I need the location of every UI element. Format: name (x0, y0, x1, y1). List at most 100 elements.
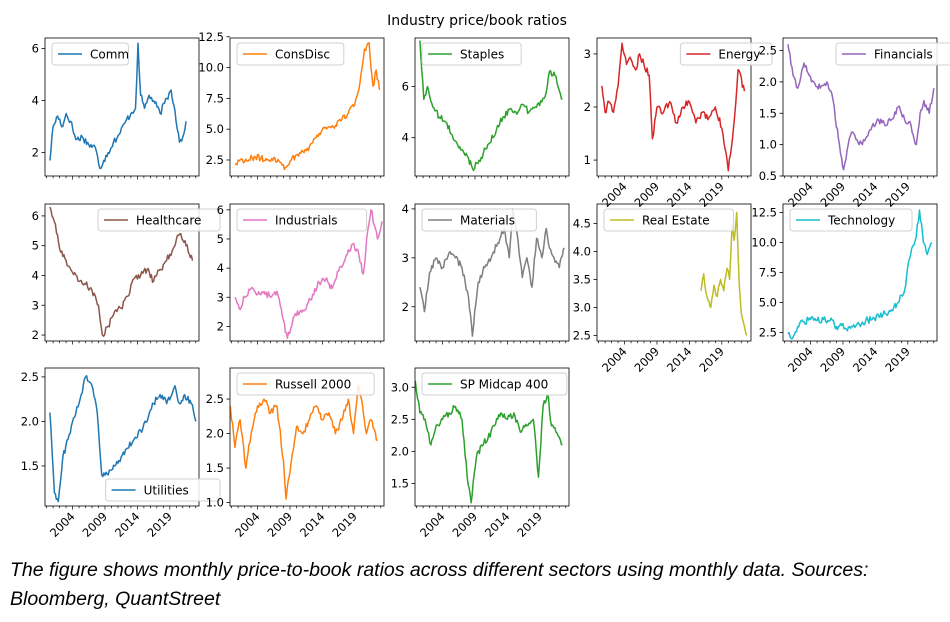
legend-label: Materials (460, 214, 515, 228)
axes-frame (44, 37, 200, 177)
y-tick-label: 3.0 (391, 380, 409, 394)
x-tick-label: 2019 (696, 179, 727, 210)
y-tick-label: 6 (217, 203, 224, 217)
y-tick-label: 2.0 (391, 444, 409, 458)
y-tick-label: 3 (32, 298, 39, 312)
y-tick-label: 4.5 (573, 217, 591, 231)
x-tick-label: 2014 (482, 509, 513, 540)
y-tick-label: 1.5 (21, 459, 39, 473)
y-tick-label: 5 (217, 232, 224, 246)
y-tick-label: 10.0 (198, 61, 224, 75)
legend-box (789, 208, 913, 232)
panel-russell-2000: 1.0 1.5 2.0 2.5 2004 2009 2014 2019 Russell 2000 (206, 367, 385, 540)
y-tick-label: 2.5 (206, 153, 224, 167)
legend-utilities: Utilities (105, 478, 221, 502)
panel-utilities: 1.5 2.0 2.5 2004 2009 2014 2019 Utilities (21, 367, 221, 540)
y-tick-label: 3 (584, 47, 591, 61)
y-tick-label: 3.0 (573, 300, 591, 314)
series-line-real-estate (700, 211, 748, 336)
legend-box (236, 42, 345, 66)
figure-caption: The figure shows monthly price-to-book r… (10, 559, 869, 610)
y-tick-label: 2.5 (573, 328, 591, 342)
y-tick-label: 7.5 (206, 91, 224, 105)
y-tick-label: 4 (217, 261, 224, 275)
legend-box (236, 208, 368, 232)
x-tick-label: 2009 (631, 344, 662, 375)
legend-label: Industrials (275, 214, 338, 228)
y-tick-label: 2 (217, 319, 224, 333)
series-line-energy (601, 42, 746, 172)
y-tick-label: 12.5 (751, 205, 777, 219)
chart-title: Industry price/book ratios (387, 13, 567, 29)
y-tick-label: 1.5 (391, 477, 409, 491)
axes-frame (229, 203, 385, 342)
y-tick-label: 2 (584, 100, 591, 114)
legend-box (679, 42, 773, 66)
y-tick-label: 4 (32, 93, 39, 107)
legend-label: Comm (90, 48, 129, 62)
series-line-industrials (234, 209, 383, 339)
x-tick-label: 2004 (232, 509, 263, 540)
legend-russell-2000: Russell 2000 (236, 372, 375, 396)
x-tick-label: 2014 (112, 509, 143, 540)
legend-box (105, 478, 221, 502)
axes-frame (782, 37, 938, 177)
x-tick-label: 2014 (850, 344, 881, 375)
series-line-utilities (49, 375, 197, 503)
legend-real-estate: Real Estate (603, 208, 735, 232)
axes-frame (229, 367, 385, 507)
axes-frame (44, 367, 200, 507)
y-tick-label: 2 (402, 300, 409, 314)
x-tick-label: 2009 (264, 509, 295, 540)
series-line-comm (49, 42, 187, 170)
x-tick-label: 2019 (882, 179, 913, 210)
legend-consdisc: ConsDisc (236, 42, 345, 66)
panel-technology: 2.5 5.0 7.5 10.0 12.5 2004 2009 2014 2019 Technol… (751, 203, 938, 375)
y-tick-label: 7.5 (759, 266, 777, 280)
legend-label: Healthcare (136, 214, 201, 228)
x-tick-label: 2014 (664, 179, 695, 210)
axes-frame (229, 37, 385, 177)
y-tick-label: 1.0 (759, 138, 777, 152)
legend-energy: Energy (679, 42, 773, 66)
x-tick-label: 2014 (850, 179, 881, 210)
y-tick-label: 10.0 (751, 235, 777, 249)
legend-healthcare: Healthcare (97, 208, 221, 232)
legend-staples: Staples (421, 42, 522, 66)
series-line-russell-2000 (230, 384, 378, 500)
y-tick-label: 2.0 (206, 427, 224, 441)
panel-staples: 4 6 Staples (402, 37, 570, 180)
legend-box (51, 42, 129, 66)
legend-box (236, 372, 375, 396)
y-tick-label: 2.5 (206, 392, 224, 406)
legend-box (421, 42, 522, 66)
panel-real-estate: 2.5 3.0 3.5 4.0 4.5 2004 2009 2014 2019 Real Esta… (573, 203, 752, 375)
y-tick-label: 2.5 (391, 412, 409, 426)
x-tick-label: 2009 (817, 179, 848, 210)
x-tick-label: 2019 (696, 344, 727, 375)
y-tick-label: 2 (32, 328, 39, 342)
axes-frame (596, 203, 752, 342)
legend-sp-midcap-400: SP Midcap 400 (421, 372, 568, 396)
legend-label: Staples (460, 48, 504, 62)
x-tick-label: 2019 (329, 509, 360, 540)
legend-label: Russell 2000 (275, 378, 351, 392)
y-tick-label: 1 (584, 153, 591, 167)
price-book-figure: Industry price/book ratios 2 4 6 Comm 2.5 5.0… (21, 13, 950, 540)
y-tick-label: 3 (217, 290, 224, 304)
legend-financials: Financials (835, 42, 950, 66)
y-tick-label: 4 (32, 268, 39, 282)
y-tick-label: 2.5 (759, 326, 777, 340)
series-line-financials (787, 44, 935, 171)
x-tick-label: 2004 (417, 509, 448, 540)
y-tick-label: 1.5 (759, 106, 777, 120)
y-tick-label: 4.0 (573, 245, 591, 259)
y-tick-label: 2.0 (759, 75, 777, 89)
x-tick-label: 2014 (664, 344, 695, 375)
axes-frame (414, 203, 570, 342)
x-tick-label: 2009 (449, 509, 480, 540)
axes-frame (414, 367, 570, 507)
y-tick-label: 0.5 (759, 169, 777, 183)
panel-materials: 2 3 4 Materials (402, 202, 570, 345)
x-tick-label: 2009 (631, 179, 662, 210)
